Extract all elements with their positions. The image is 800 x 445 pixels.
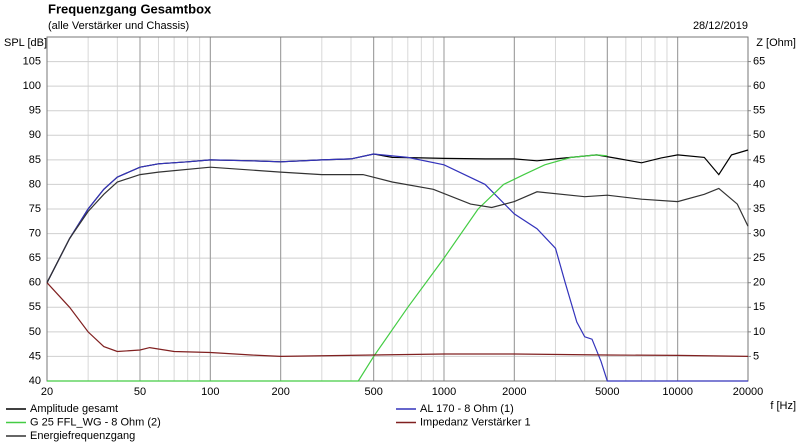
- series-line: [47, 154, 608, 382]
- legend-label: Amplitude gesamt: [30, 403, 118, 415]
- x-tick-label: 20000: [733, 386, 764, 398]
- x-tick-label: 500: [364, 386, 382, 398]
- y-tick-label: 45: [29, 350, 41, 362]
- series-line: [46, 153, 748, 382]
- y-tick-label: 90: [29, 129, 41, 141]
- legend-label: AL 170 - 8 Ohm (1): [420, 403, 514, 415]
- series-line: [46, 282, 749, 358]
- y-axis-label: SPL [dB]: [4, 37, 47, 49]
- y2-axis-label: Z [Ohm]: [756, 37, 796, 49]
- y2-tick-label: 45: [753, 154, 765, 166]
- chart-title: Frequenzgang Gesamtbox: [48, 1, 212, 16]
- plot-border: [46, 36, 749, 382]
- y2-tick-label: 40: [753, 178, 765, 190]
- x-tick-label: 5000: [595, 386, 619, 398]
- y2-tick-label: 15: [753, 301, 765, 313]
- y2-tick-label: 55: [753, 105, 765, 117]
- x-tick-label: 2000: [502, 386, 526, 398]
- y-tick-label: 80: [29, 178, 41, 190]
- x-tick-label: 200: [271, 386, 289, 398]
- y-tick-label: 55: [29, 301, 41, 313]
- y2-tick-label: 35: [753, 203, 765, 215]
- y2-tick-label: 50: [753, 129, 765, 141]
- y2-tick-label: 65: [753, 55, 765, 67]
- y-tick-label: 75: [29, 203, 41, 215]
- y-tick-label: 50: [29, 326, 41, 338]
- x-tick-label: 10000: [662, 386, 693, 398]
- x-axis-label: f [Hz]: [770, 400, 796, 412]
- date: 28/12/2019: [693, 20, 748, 32]
- y-tick-label: 60: [29, 277, 41, 289]
- y-tick-label: 95: [29, 105, 41, 117]
- y2-tick-label: 5: [753, 350, 759, 362]
- y-tick-label: 40: [29, 375, 41, 387]
- y2-tick-label: 60: [753, 80, 765, 92]
- legend-label: Energiefrequenzgang: [30, 430, 135, 442]
- y-tick-label: 85: [29, 154, 41, 166]
- series-line: [46, 166, 749, 283]
- x-tick-label: 1000: [432, 386, 456, 398]
- legend-label: G 25 FFL_WG - 8 Ohm (2): [30, 416, 161, 428]
- y2-tick-label: 30: [753, 227, 765, 239]
- legend-label: Impedanz Verstärker 1: [420, 416, 531, 428]
- chart-subtitle: (alle Verstärker und Chassis): [48, 20, 189, 32]
- y2-tick-label: 25: [753, 252, 765, 264]
- x-tick-label: 100: [201, 386, 219, 398]
- y-tick-label: 65: [29, 252, 41, 264]
- y-tick-label: 100: [23, 80, 41, 92]
- y2-tick-label: 20: [753, 277, 765, 289]
- y-tick-label: 105: [23, 55, 41, 67]
- x-tick-label: 50: [134, 386, 146, 398]
- y-tick-label: 70: [29, 227, 41, 239]
- x-tick-label: 20: [41, 386, 53, 398]
- y2-tick-label: 10: [753, 326, 765, 338]
